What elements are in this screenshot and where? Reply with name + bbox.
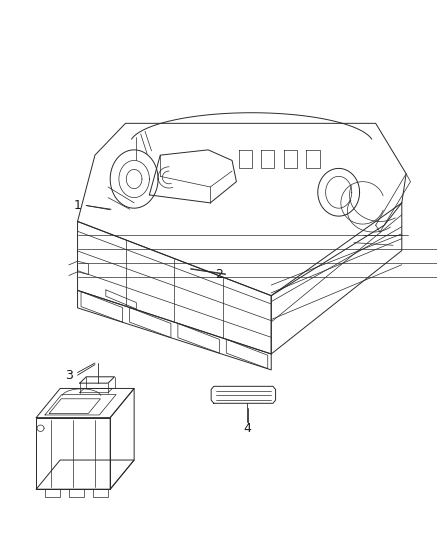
Text: 1: 1 bbox=[74, 199, 81, 212]
Text: 2: 2 bbox=[215, 268, 223, 281]
Text: 4: 4 bbox=[244, 422, 251, 435]
Text: 3: 3 bbox=[65, 369, 73, 382]
